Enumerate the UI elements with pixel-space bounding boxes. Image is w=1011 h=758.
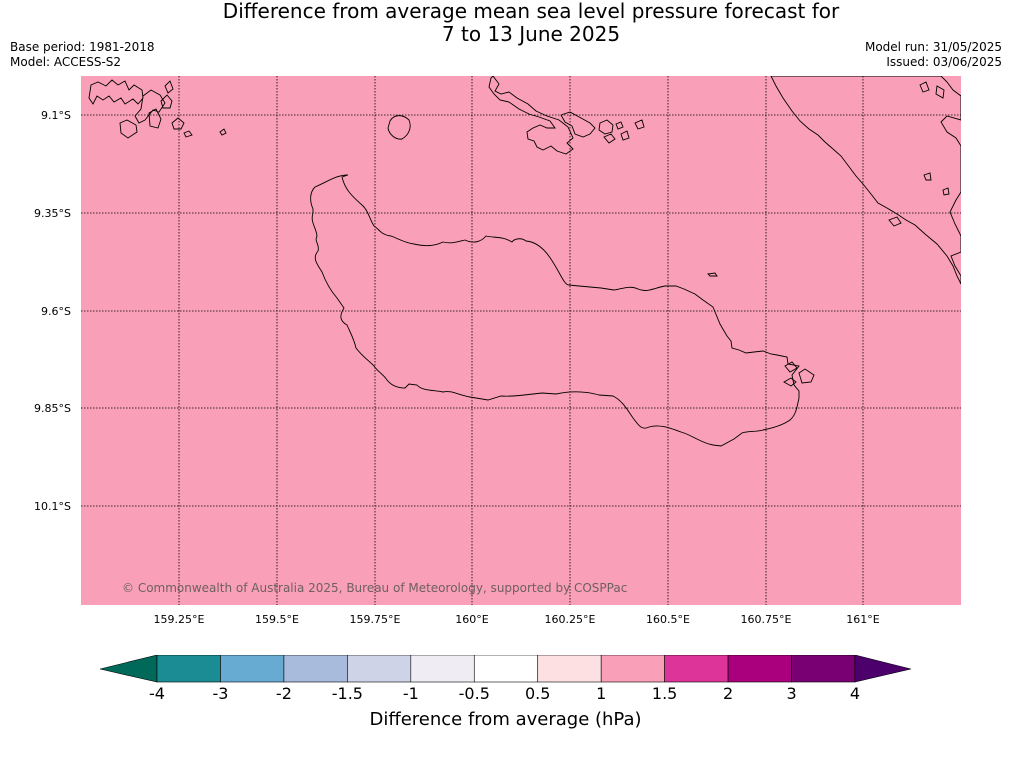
russell-islands-coastline: [88, 79, 227, 139]
lon-label-1: 159.25°E: [153, 613, 205, 626]
colorbar-label: Difference from average (hPa): [369, 709, 642, 730]
model-run-text: Model run: 31/05/2025: [864, 40, 1002, 54]
colorbar-tick-label: 1: [596, 684, 607, 703]
title-line-1: Difference from average mean sea level p…: [222, 0, 840, 23]
colorbar-segment: [410, 655, 475, 683]
colorbar-tick-label: -0.5: [458, 684, 490, 703]
colorbar-extend-low: [100, 655, 158, 683]
colorbar-segment: [220, 655, 285, 683]
colorbar-segment: [600, 655, 665, 683]
colorbar-tick-label: 2: [722, 684, 734, 703]
colorbar-segment: [727, 655, 792, 683]
islet-central: [387, 115, 411, 140]
lon-label-7: 160.75°E: [740, 613, 792, 626]
east-tip-islets: [783, 361, 815, 387]
chart-title: Difference from average mean sea level p…: [0, 0, 1011, 46]
map-svg: [81, 76, 961, 605]
lat-label-3: 9.6°S: [41, 305, 71, 318]
base-period-text: Base period: 1981-2018: [10, 40, 155, 54]
colorbar-tick-label: 4: [849, 684, 861, 703]
colorbar-segment: [347, 655, 412, 683]
meta-left: Base period: 1981-2018 Model: ACCESS-S2: [10, 40, 155, 70]
lon-label-6: 160.5°E: [646, 613, 690, 626]
colorbar-extend-high: [854, 655, 912, 683]
colorbar-tick-label: -3: [212, 684, 229, 703]
copyright-notice: © Commonwealth of Australia 2025, Bureau…: [122, 581, 628, 595]
colorbar-segment: [283, 655, 348, 683]
guadalcanal-coastline: [310, 174, 800, 447]
colorbar-segment: [664, 655, 729, 683]
lon-label-8: 161°E: [846, 613, 880, 626]
lon-label-3: 159.75°E: [349, 613, 401, 626]
malaita-coastline: [770, 76, 961, 285]
map-gridlines: [81, 76, 961, 605]
lon-label-4: 160°E: [455, 613, 489, 626]
colorbar-tick-label: -2: [275, 684, 292, 703]
colorbar-tick-label: 3: [786, 684, 797, 703]
colorbar-tick-label: -1.5: [331, 684, 363, 703]
meta-right: Model run: 31/05/2025 Issued: 03/06/2025: [865, 40, 1002, 70]
lat-label-4: 9.85°S: [34, 402, 71, 415]
map-background: [81, 76, 961, 605]
colorbar-tick-label: 0.5: [524, 684, 551, 703]
colorbar-tick-label: -1: [402, 684, 419, 703]
map-panel: [81, 76, 961, 605]
colorbar-tick-label: 1.5: [651, 684, 678, 703]
colorbar-segment: [473, 655, 539, 683]
islet-east: [707, 272, 718, 277]
colorbar-segment: [537, 655, 602, 683]
coastlines: [88, 76, 961, 447]
colorbar-segments: [156, 655, 856, 683]
colorbar-segment: [791, 655, 856, 683]
lon-label-2: 159.5°E: [255, 613, 299, 626]
model-text: Model: ACCESS-S2: [10, 55, 122, 69]
colorbar-segment: [156, 655, 221, 683]
colorbar: [100, 655, 912, 683]
issued-text: Issued: 03/06/2025: [886, 55, 1002, 69]
lat-label-2: 9.35°S: [34, 207, 71, 220]
colorbar-tick-label: -4: [149, 684, 165, 703]
lat-label-1: 9.1°S: [41, 109, 71, 122]
title-line-2: 7 to 13 June 2025: [441, 22, 621, 46]
florida-islands-coastline: [488, 76, 645, 155]
lon-label-5: 160.25°E: [544, 613, 596, 626]
lat-label-5: 10.1°S: [34, 500, 71, 513]
